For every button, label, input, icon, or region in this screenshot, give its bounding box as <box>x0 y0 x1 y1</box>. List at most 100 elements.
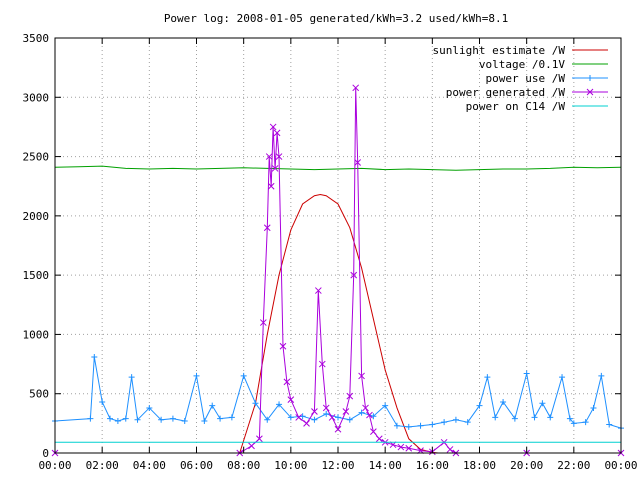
data-point-power_use <box>590 404 597 411</box>
data-point-power_use <box>382 402 389 409</box>
data-point-power_generated <box>256 435 263 443</box>
data-point-power_generated <box>352 84 360 92</box>
data-point-power_generated <box>358 372 365 380</box>
data-point-power_use <box>299 413 306 420</box>
data-point-power_use <box>492 414 499 421</box>
data-point-power_generated <box>271 165 279 172</box>
data-point-power_use <box>484 374 491 381</box>
x-tick-label: 14:00 <box>369 459 402 472</box>
legend-label-sunlight: sunlight estimate /W <box>433 44 566 57</box>
y-tick-label: 1500 <box>23 269 50 282</box>
chart-title: Power log: 2008-01-05 generated/kWh=3.2 … <box>164 12 508 25</box>
data-point-power_generated <box>366 411 373 419</box>
data-point-power_use <box>287 414 294 421</box>
data-point-power_use <box>417 422 424 429</box>
data-point-power_generated <box>295 414 303 421</box>
y-tick-label: 3500 <box>23 32 50 45</box>
data-point-power_use <box>134 416 141 423</box>
x-tick-label: 02:00 <box>86 459 119 472</box>
data-point-power_use <box>539 400 546 407</box>
data-point-power_use <box>114 417 121 424</box>
data-point-power_generated <box>287 396 295 403</box>
x-tick-label: 18:00 <box>463 459 496 472</box>
data-point-power_use <box>264 416 271 423</box>
data-point-power_generated <box>269 123 277 131</box>
x-tick-label: 08:00 <box>227 459 260 472</box>
data-point-power_use <box>358 409 365 416</box>
legend-label-power_c14: power on C14 /W <box>466 100 566 113</box>
data-point-power_use <box>429 421 436 428</box>
legend-label-power_use: power use /W <box>486 72 566 85</box>
data-point-power_use <box>193 372 200 379</box>
data-point-power_use <box>547 414 554 421</box>
x-tick-label: 16:00 <box>416 459 449 472</box>
data-point-power_use <box>311 416 318 423</box>
x-tick-label: 10:00 <box>274 459 307 472</box>
data-point-power_use <box>91 353 98 360</box>
data-point-power_use <box>559 374 566 381</box>
y-tick-label: 3000 <box>23 91 50 104</box>
data-point-power_generated <box>346 392 354 400</box>
data-point-power_use <box>107 415 114 422</box>
legend-label-voltage: voltage /0.1V <box>479 58 565 71</box>
data-point-power_generated <box>354 159 362 166</box>
series-line-sunlight <box>239 193 439 454</box>
data-point-power_use <box>158 416 165 423</box>
series-layer <box>51 84 625 457</box>
data-point-power_generated <box>322 404 330 412</box>
data-point-power_use <box>598 372 605 379</box>
y-tick-label: 1000 <box>23 328 50 341</box>
data-point-power_use <box>452 416 459 423</box>
data-point-power_generated <box>314 287 322 294</box>
data-point-power_generated <box>263 224 271 232</box>
data-point-power_use <box>464 419 471 426</box>
data-point-power_use <box>146 404 153 411</box>
data-point-power_generated <box>303 420 310 427</box>
data-point-power_use <box>99 399 106 406</box>
data-point-power_use <box>393 422 400 429</box>
data-point-power_generated <box>328 414 336 421</box>
data-point-power_generated <box>248 442 255 450</box>
data-point-power_generated <box>350 271 358 279</box>
data-point-power_generated <box>370 428 377 436</box>
data-point-power_use <box>323 410 330 417</box>
data-point-power_use <box>122 415 129 422</box>
data-point-power_generated <box>275 153 283 160</box>
data-point-power_generated <box>267 182 275 190</box>
data-point-power_use <box>405 423 412 430</box>
data-point-power_use <box>500 399 507 406</box>
x-tick-label: 00:00 <box>604 459 637 472</box>
data-point-power_use <box>201 417 208 424</box>
data-point-power_use <box>582 419 589 426</box>
x-tick-label: 12:00 <box>321 459 354 472</box>
series-line-voltage <box>54 165 622 171</box>
data-point-power_use <box>531 414 538 421</box>
data-point-power_generated <box>311 408 318 415</box>
axis-ticks: 0 500 1000 1500 2000 2500 3000 3500 00:00 02:00 04… <box>23 32 638 472</box>
legend-marker-power_use <box>587 75 593 81</box>
data-point-power_generated <box>446 446 454 453</box>
data-point-power_generated <box>405 444 413 452</box>
data-point-power_use <box>128 374 135 381</box>
data-point-power_use <box>606 421 613 428</box>
data-point-power_use <box>370 413 377 420</box>
x-tick-label: 00:00 <box>38 459 71 472</box>
data-point-power_generated <box>375 435 383 443</box>
legend-marker-power_generated <box>586 88 594 96</box>
data-point-power_use <box>87 415 94 422</box>
data-point-power_use <box>346 416 353 423</box>
x-tick-label: 22:00 <box>557 459 590 472</box>
data-point-power_generated <box>362 404 369 412</box>
data-point-power_use <box>523 370 530 377</box>
y-tick-label: 2500 <box>23 151 50 164</box>
data-point-power_generated <box>279 342 287 350</box>
data-point-power_generated <box>342 408 350 415</box>
data-point-power_use <box>217 415 224 422</box>
data-point-power_generated <box>334 425 342 433</box>
data-point-power_use <box>240 372 247 379</box>
legend-label-power_generated: power generated /W <box>446 86 566 99</box>
x-tick-label: 06:00 <box>180 459 213 472</box>
data-point-power_use <box>511 415 518 422</box>
